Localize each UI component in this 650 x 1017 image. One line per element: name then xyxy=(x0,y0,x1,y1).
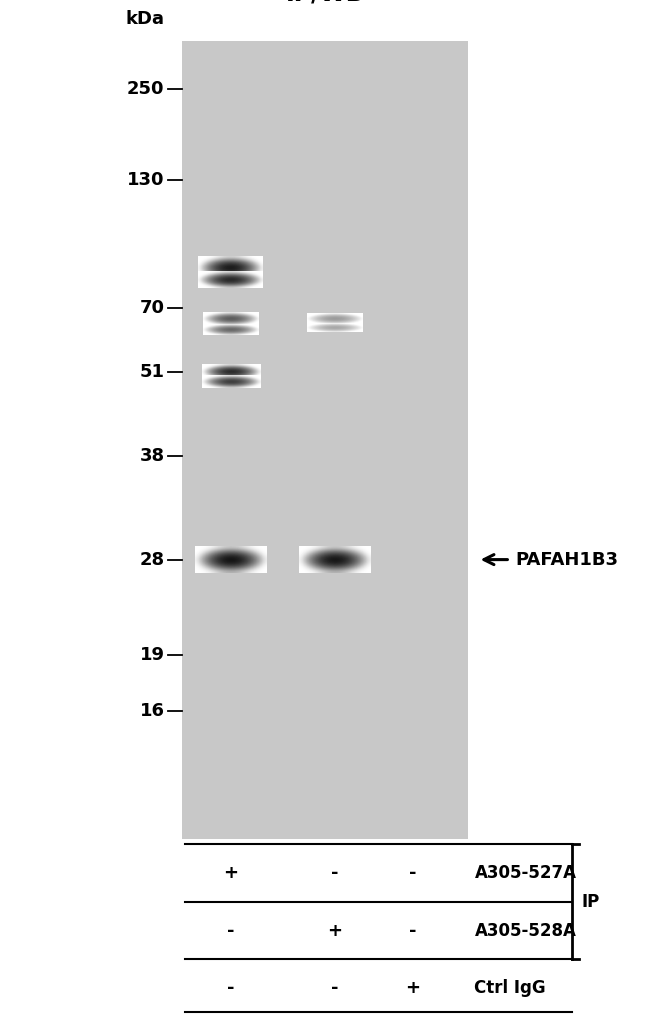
Text: IP/WB: IP/WB xyxy=(285,0,365,5)
Bar xyxy=(182,41,468,839)
Text: +: + xyxy=(327,921,343,940)
Text: PAFAH1B3: PAFAH1B3 xyxy=(515,550,618,569)
Text: +: + xyxy=(405,979,421,998)
Text: 16: 16 xyxy=(140,703,164,720)
Text: A305-528A: A305-528A xyxy=(474,921,577,940)
Text: 19: 19 xyxy=(140,647,164,664)
Text: Ctrl IgG: Ctrl IgG xyxy=(474,979,546,998)
Text: -: - xyxy=(409,863,417,882)
Text: -: - xyxy=(227,921,235,940)
Text: 250: 250 xyxy=(127,79,164,98)
Text: IP: IP xyxy=(582,893,600,911)
Text: 38: 38 xyxy=(139,446,164,465)
Text: -: - xyxy=(331,863,339,882)
Text: 70: 70 xyxy=(140,299,164,317)
Text: 51: 51 xyxy=(140,363,164,381)
Text: -: - xyxy=(331,979,339,998)
Text: -: - xyxy=(409,921,417,940)
Text: kDa: kDa xyxy=(125,10,164,28)
Text: A305-527A: A305-527A xyxy=(474,863,577,882)
Text: 130: 130 xyxy=(127,172,164,189)
Text: -: - xyxy=(227,979,235,998)
Text: +: + xyxy=(223,863,239,882)
Text: 28: 28 xyxy=(139,550,164,569)
